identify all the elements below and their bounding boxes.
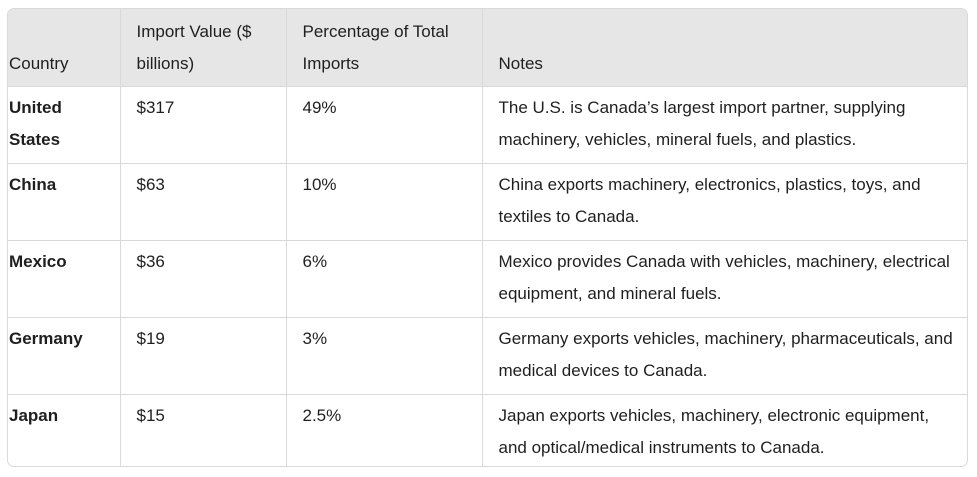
cell-notes: The U.S. is Canada’s largest import part… xyxy=(498,97,906,149)
cell-percentage: 10% xyxy=(286,163,483,240)
table-row: United States $317 49% The U.S. is Canad… xyxy=(8,86,967,163)
cell-notes: Germany exports vehicles, machinery, pha… xyxy=(498,328,953,380)
imports-table: Country Import Value ($ billions) Percen… xyxy=(8,9,967,466)
cell-import-value: $15 xyxy=(120,394,287,466)
table-header-row: Country Import Value ($ billions) Percen… xyxy=(8,9,967,86)
cell-percentage: 2.5% xyxy=(286,394,483,466)
cell-import-value: $317 xyxy=(120,86,287,163)
cell-country: Japan xyxy=(8,394,121,466)
imports-table-container: Country Import Value ($ billions) Percen… xyxy=(7,8,968,467)
cell-country: Mexico xyxy=(8,240,121,317)
cell-percentage: 49% xyxy=(286,86,483,163)
header-notes: Notes xyxy=(498,53,543,73)
cell-percentage: 3% xyxy=(286,317,483,394)
table-row: China $63 10% China exports machinery, e… xyxy=(8,163,967,240)
cell-country: United States xyxy=(8,86,121,163)
cell-notes: Japan exports vehicles, machinery, elect… xyxy=(498,405,930,457)
cell-notes: China exports machinery, electronics, pl… xyxy=(498,174,921,226)
cell-import-value: $19 xyxy=(120,317,287,394)
table-row: Japan $15 2.5% Japan exports vehicles, m… xyxy=(8,394,967,466)
header-import-value: Import Value ($ billions) xyxy=(120,9,287,86)
cell-country: China xyxy=(8,163,121,240)
table-row: Mexico $36 6% Mexico provides Canada wit… xyxy=(8,240,967,317)
header-percentage: Percentage of Total Imports xyxy=(286,9,483,86)
table-row: Germany $19 3% Germany exports vehicles,… xyxy=(8,317,967,394)
cell-notes: Mexico provides Canada with vehicles, ma… xyxy=(498,251,950,303)
header-country: Country xyxy=(8,9,121,86)
cell-country: Germany xyxy=(8,317,121,394)
cell-import-value: $36 xyxy=(120,240,287,317)
cell-percentage: 6% xyxy=(286,240,483,317)
cell-import-value: $63 xyxy=(120,163,287,240)
